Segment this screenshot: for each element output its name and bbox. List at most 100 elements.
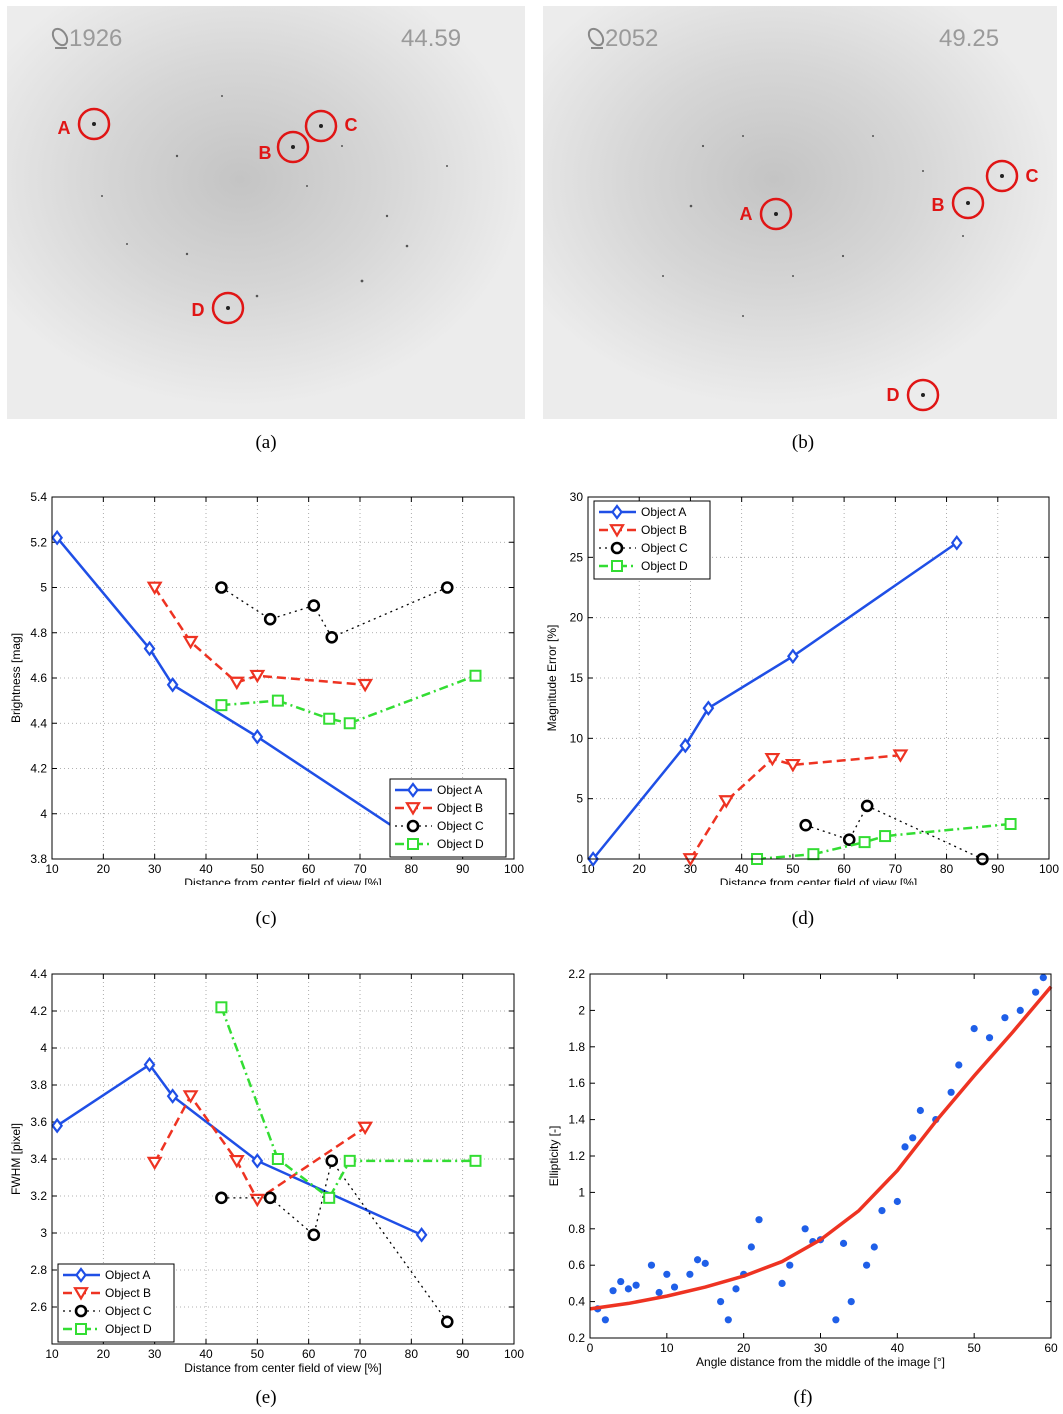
y-tick-label: 4.8 xyxy=(30,626,47,640)
scatter-point xyxy=(670,1283,679,1291)
x-tick-label: 30 xyxy=(148,1347,162,1361)
y-tick-label: 3.2 xyxy=(30,1189,47,1203)
y-tick-label: 0.2 xyxy=(568,1331,585,1345)
scatter-point xyxy=(985,1034,994,1042)
data-point-object-b xyxy=(784,758,801,773)
data-point-object-a xyxy=(143,640,156,657)
legend-label: Object D xyxy=(641,559,688,573)
satellite-icon xyxy=(51,27,69,49)
y-tick-label: 4.4 xyxy=(30,716,47,730)
x-tick-label: 30 xyxy=(684,862,698,876)
object-a-star xyxy=(774,212,778,216)
chart-fwhm: 10 20 30 40 50 60 70 80 90 100 2.6 2.8 3 3.2 3.4 3.6 3.8… xyxy=(9,967,524,1375)
fit-curve xyxy=(589,985,1053,1311)
x-axis-label: Distance from center field of view [%] xyxy=(184,876,381,885)
sky-image-a: 1926 44.59 A B C D xyxy=(7,6,525,419)
legend-marker xyxy=(75,1323,87,1335)
legend-marker xyxy=(611,504,623,520)
plot-frame xyxy=(587,496,1050,860)
y-axis-label: Ellipticity [-] xyxy=(547,1126,561,1187)
y-tick-label: 1.4 xyxy=(568,1113,585,1127)
caption-d: (d) xyxy=(791,908,815,929)
chart-ellipticity: 0 10 20 30 40 50 60 0.2 0.4 0.6 0.8 1 1.2 1.4 1.6 1.8 2 2… xyxy=(547,967,1058,1369)
legend-marker xyxy=(609,524,625,538)
data-point-object-d xyxy=(879,830,892,843)
object-c-star xyxy=(1000,174,1004,178)
legend-marker xyxy=(406,819,420,833)
data-point-object-d xyxy=(343,717,356,730)
legend-marker xyxy=(73,1287,89,1301)
data-point-object-b xyxy=(146,581,163,596)
x-tick-label: 50 xyxy=(786,862,800,876)
data-point-object-d xyxy=(323,712,336,725)
legend-label: Object A xyxy=(641,505,686,519)
scatter-point xyxy=(893,1197,901,1206)
data-point-object-b xyxy=(357,1121,374,1136)
y-tick-label: 1.8 xyxy=(568,1040,585,1054)
data-point-object-d xyxy=(323,1191,336,1204)
scatter-point xyxy=(832,1316,840,1324)
y-tick-label: 4.2 xyxy=(30,762,47,776)
y-tick-label: 3.8 xyxy=(30,1078,47,1092)
y-tick-label: 0.4 xyxy=(568,1295,585,1309)
x-tick-label: 50 xyxy=(251,862,265,876)
y-tick-label: 1.6 xyxy=(568,1076,585,1090)
object-a-star xyxy=(92,122,96,126)
data-point-object-b xyxy=(764,752,781,767)
x-tick-label: 20 xyxy=(737,1341,751,1355)
data-point-object-b xyxy=(718,795,735,809)
legend-marker xyxy=(407,782,419,798)
image-a-overlay: 1926 44.59 A B C D xyxy=(51,25,461,325)
plot-frame xyxy=(51,973,515,1345)
data-point-object-d xyxy=(271,694,284,707)
data-point-object-c xyxy=(860,799,874,813)
y-tick-label: 2.2 xyxy=(568,967,585,981)
y-tick-label: 3.8 xyxy=(30,852,47,866)
legend-marker xyxy=(75,1267,87,1283)
scatter-point xyxy=(624,1285,633,1293)
scatter-point xyxy=(955,1061,963,1069)
object-b-label: B xyxy=(259,143,272,163)
y-tick-label: 25 xyxy=(570,550,584,564)
x-tick-label: 100 xyxy=(1039,862,1059,876)
x-tick-label: 20 xyxy=(97,1347,111,1361)
x-tick-label: 10 xyxy=(45,862,59,876)
scatter-point xyxy=(755,1216,763,1224)
scatter-point xyxy=(686,1270,694,1278)
scatter-point xyxy=(1039,974,1047,982)
x-tick-label: 20 xyxy=(633,862,647,876)
x-tick-label: 90 xyxy=(456,1347,470,1361)
scatter-point xyxy=(701,1259,709,1267)
scatter-point xyxy=(717,1298,725,1306)
object-d-marker-circle xyxy=(211,291,245,325)
y-tick-label: 10 xyxy=(570,731,584,745)
data-point-object-c xyxy=(307,1228,321,1242)
data-point-object-b xyxy=(182,635,199,650)
x-tick-label: 40 xyxy=(891,1341,905,1355)
data-point-object-c xyxy=(263,1191,277,1205)
scatter-point xyxy=(632,1281,640,1289)
plot-content xyxy=(51,1001,482,1329)
y-axis-label: Brightness [mag] xyxy=(9,633,23,723)
x-tick-label: 50 xyxy=(967,1341,981,1355)
legend-label: Object D xyxy=(105,1322,152,1336)
y-tick-label: 2.6 xyxy=(30,1300,47,1314)
object-b-star xyxy=(291,145,295,149)
scatter-point xyxy=(1016,1006,1024,1014)
data-point-object-d xyxy=(271,1153,284,1165)
data-point-object-d xyxy=(343,1154,356,1167)
x-tick-label: 40 xyxy=(735,862,749,876)
object-b-label: B xyxy=(932,195,945,215)
y-tick-label: 30 xyxy=(570,490,584,504)
x-tick-label: 50 xyxy=(251,1347,265,1361)
scatter-point xyxy=(732,1285,740,1293)
scatter-point xyxy=(601,1316,609,1324)
scatter-point xyxy=(916,1106,924,1115)
legend-marker xyxy=(407,838,419,850)
frame-number: 1926 xyxy=(69,25,122,52)
y-tick-label: 0.6 xyxy=(568,1258,585,1272)
data-point-object-b xyxy=(249,669,266,684)
x-tick-label: 40 xyxy=(199,862,213,876)
scatter-point xyxy=(617,1277,625,1286)
object-c-label: C xyxy=(345,115,358,135)
